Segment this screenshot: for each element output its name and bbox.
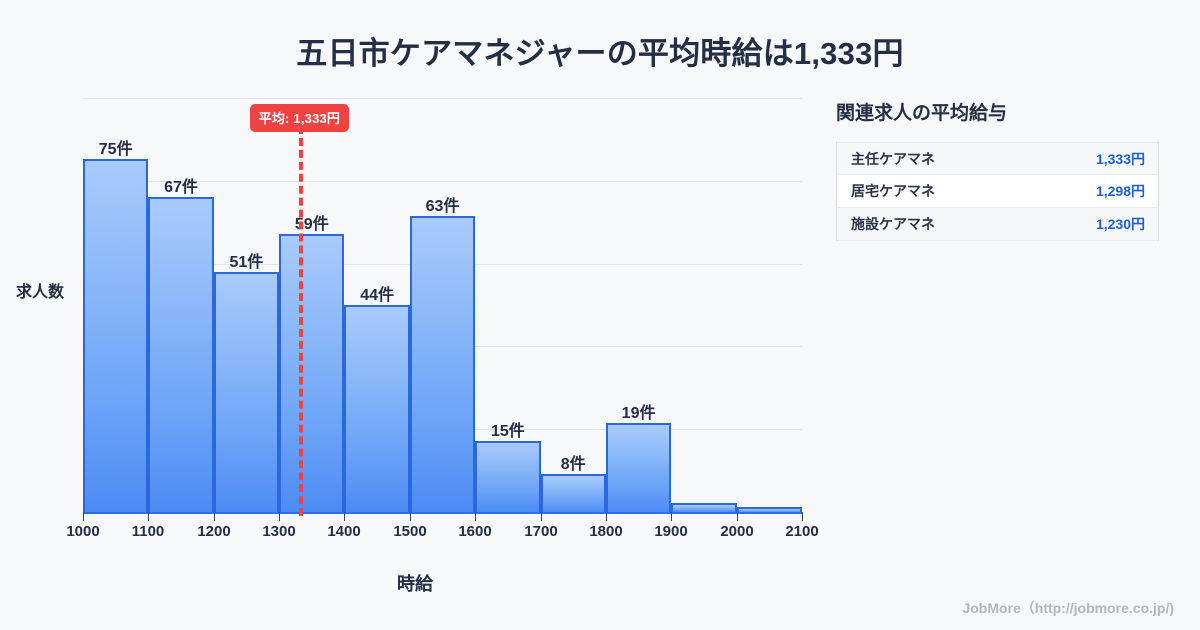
x-axis-tick-label: 1400	[327, 523, 361, 540]
average-badge: 平均: 1,333円	[249, 104, 350, 132]
salary-row-name: 居宅ケアマネ	[851, 183, 935, 199]
salary-table: 主任ケアマネ 1,333円居宅ケアマネ 1,298円施設ケアマネ 1,230円	[836, 142, 1159, 241]
x-axis-tick-label: 1900	[654, 523, 688, 540]
salary-table-row: 居宅ケアマネ 1,298円	[837, 175, 1158, 208]
x-axis-tick-label: 1800	[589, 523, 623, 540]
page-title: 五日市ケアマネジャーの平均時給は1,333円	[296, 36, 904, 71]
histogram-bar	[475, 441, 541, 512]
x-axis-tick	[83, 512, 84, 521]
salary-row-value: 1,298円	[1095, 183, 1145, 199]
bar-value-label: 44件	[360, 287, 395, 304]
x-axis-tick	[214, 512, 215, 521]
x-axis-tick-label: 1500	[393, 523, 427, 540]
histogram-bar	[279, 234, 345, 512]
footer-watermark: JobMore（http://jobmore.co.jp/)	[962, 600, 1174, 616]
histogram-bar	[148, 196, 214, 512]
histogram-chart: 75件 67件 51件 59件 44件 63件 15件 8件 19件 1000 1100 1200 13…	[16, 98, 819, 594]
gridline	[83, 181, 802, 182]
histogram-bar	[344, 305, 410, 512]
bar-value-label: 63件	[425, 197, 460, 215]
x-axis-tick	[148, 512, 149, 521]
x-axis-tick-label: 1200	[197, 523, 231, 540]
x-axis-tick-label: 1100	[131, 523, 165, 540]
bar-value-label: 8件	[560, 456, 586, 474]
x-axis-tick	[606, 512, 607, 521]
bar-value-label: 59件	[294, 216, 329, 234]
salary-row-name: 施設ケアマネ	[851, 216, 935, 232]
x-axis-tick-label: 2000	[720, 523, 754, 540]
x-axis-tick-label: 1600	[458, 523, 492, 540]
x-axis-tick	[344, 512, 345, 521]
bar-value-label: 19件	[621, 404, 656, 422]
histogram-bar	[605, 422, 672, 512]
x-axis-tick-label: 1700	[524, 523, 558, 540]
salary-table-row: 主任ケアマネ 1,333円	[837, 142, 1158, 175]
x-axis-label: 時給	[397, 574, 433, 594]
histogram-bar	[409, 215, 476, 512]
x-axis-tick	[671, 512, 672, 521]
x-axis-tick	[737, 512, 738, 521]
bar-value-label: 51件	[229, 254, 264, 272]
histogram-bar	[83, 159, 149, 512]
x-axis-line	[83, 512, 802, 514]
x-axis-tick-label: 1000	[66, 523, 100, 540]
gridline	[83, 98, 802, 99]
x-axis-tick	[475, 512, 476, 521]
related-salary-title: 関連求人の平均給与	[836, 103, 1008, 124]
x-axis-tick	[802, 512, 803, 521]
salary-table-row: 施設ケアマネ 1,230円	[837, 208, 1158, 241]
salary-row-value: 1,333円	[1095, 150, 1145, 167]
y-axis-label: 求人数	[16, 284, 65, 301]
salary-row-value: 1,230円	[1095, 216, 1145, 232]
histogram-bar	[736, 507, 802, 512]
x-axis-tick-label: 1300	[262, 523, 296, 540]
x-axis-tick	[410, 512, 411, 521]
salary-row-name: 主任ケアマネ	[851, 150, 935, 167]
related-salary-panel: 関連求人の平均給与 主任ケアマネ 1,333円居宅ケアマネ 1,298円施設ケアマネ…	[836, 98, 1166, 241]
x-axis-tick	[541, 512, 542, 521]
x-axis-tick-label: 2100	[785, 523, 819, 540]
bar-value-label: 75件	[98, 141, 133, 159]
x-axis-tick	[279, 512, 280, 521]
bar-value-label: 15件	[490, 423, 525, 441]
average-line	[298, 126, 303, 516]
bar-value-label: 67件	[164, 178, 198, 196]
histogram-bar	[671, 502, 737, 512]
histogram-bar	[213, 272, 280, 512]
histogram-bar	[540, 474, 606, 512]
